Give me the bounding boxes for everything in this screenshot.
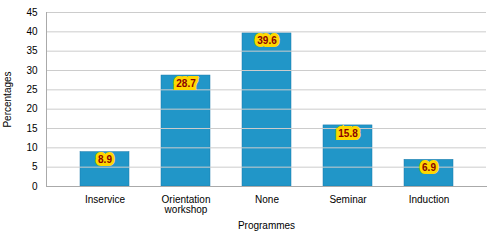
svg-text:8.9: 8.9 <box>98 154 112 165</box>
svg-text:Orientationworkshop: Orientationworkshop <box>162 194 211 215</box>
svg-text:Induction: Induction <box>409 194 450 205</box>
svg-text:28.7: 28.7 <box>176 78 196 89</box>
svg-text:35: 35 <box>26 45 38 56</box>
svg-text:Inservice: Inservice <box>85 194 125 205</box>
svg-text:15: 15 <box>26 123 38 134</box>
svg-text:45: 45 <box>26 7 38 18</box>
svg-text:10: 10 <box>26 142 38 153</box>
svg-text:39.6: 39.6 <box>257 35 277 46</box>
svg-text:0: 0 <box>32 181 38 192</box>
svg-text:40: 40 <box>26 26 38 37</box>
svg-text:15.8: 15.8 <box>338 128 358 139</box>
svg-text:30: 30 <box>26 65 38 76</box>
svg-text:20: 20 <box>26 103 38 114</box>
svg-text:25: 25 <box>26 84 38 95</box>
svg-text:Seminar: Seminar <box>329 194 367 205</box>
svg-text:Programmes: Programmes <box>238 220 295 231</box>
svg-text:6.9: 6.9 <box>422 162 436 173</box>
svg-text:Percentages: Percentages <box>2 71 13 127</box>
svg-text:None: None <box>255 194 279 205</box>
svg-text:5: 5 <box>32 161 38 172</box>
